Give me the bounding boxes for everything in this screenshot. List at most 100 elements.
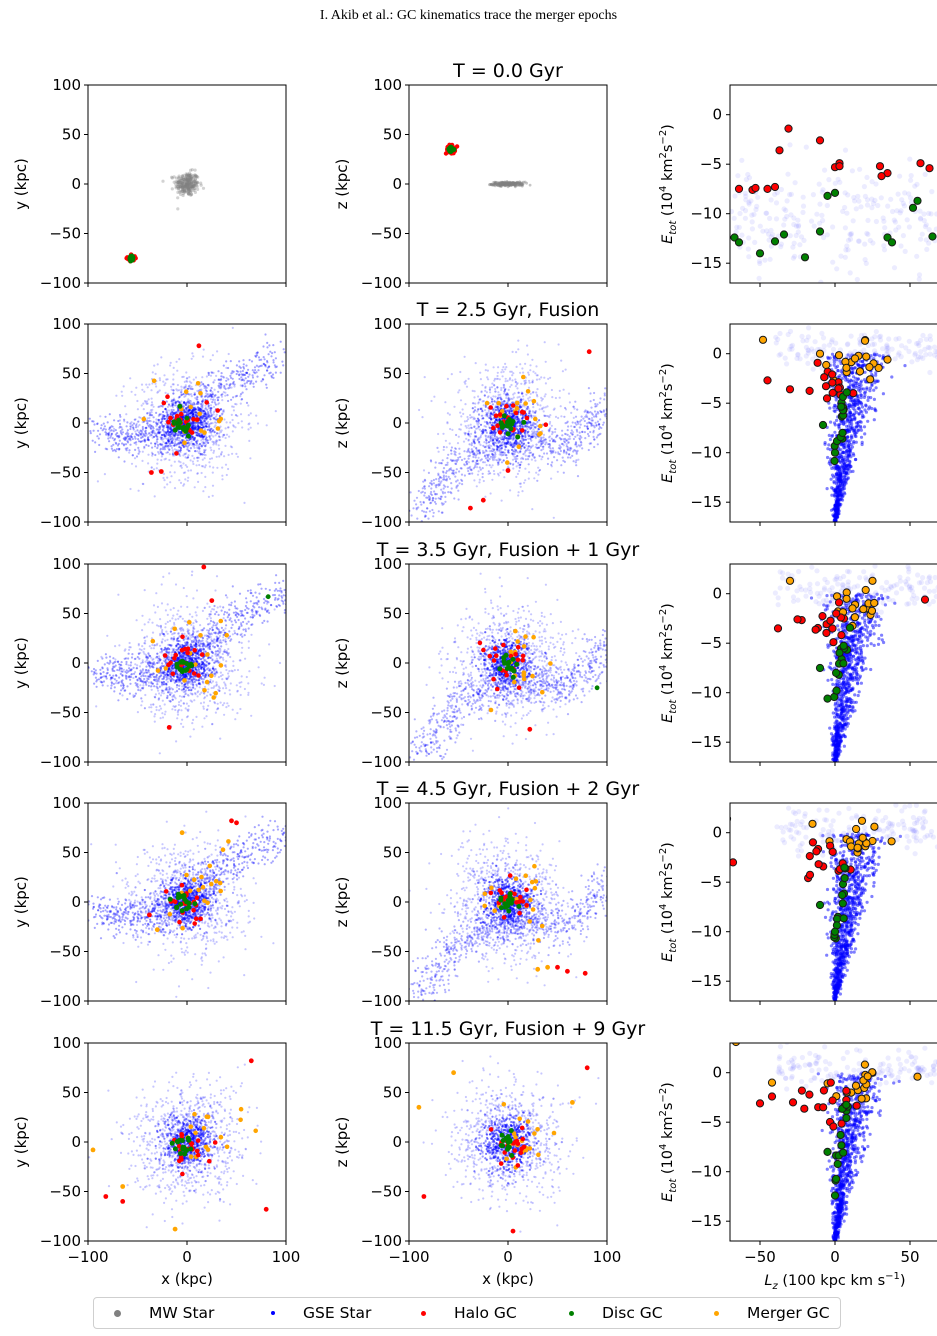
- mw-star-point: [180, 178, 184, 182]
- gse-star-point: [169, 438, 172, 441]
- gse-star-point: [103, 473, 106, 476]
- gse-star-point: [492, 439, 495, 442]
- gse-star-point: [199, 388, 202, 391]
- gse-star-point: [190, 426, 193, 429]
- gse-star-point: [117, 447, 121, 450]
- gse-star-point: [220, 408, 223, 411]
- mw-star-point: [509, 181, 512, 184]
- gse-star-point: [148, 419, 151, 422]
- gse-star-point: [156, 423, 159, 426]
- xz-scatter: [443, 142, 532, 189]
- gse-star-point: [575, 459, 578, 462]
- gse-star-point: [515, 427, 518, 430]
- mw-star-point: [512, 182, 516, 185]
- gse-star-point: [477, 413, 481, 416]
- gse-star-point: [241, 378, 244, 381]
- gse-star-point: [489, 436, 492, 439]
- gse-star-point: [488, 457, 491, 461]
- gse-star-point: [509, 377, 512, 380]
- mw-star-point: [507, 183, 511, 187]
- mw-star-point: [494, 180, 498, 184]
- disc-gc-point: [174, 420, 180, 426]
- gse-star-point: [163, 445, 166, 448]
- gse-star-point: [100, 424, 103, 427]
- gse-star-point: [457, 458, 460, 461]
- gse-star-point: [768, 243, 775, 249]
- mw-star-point: [174, 176, 179, 180]
- gse-star-point: [249, 457, 252, 460]
- gse-star-point: [421, 416, 424, 419]
- gse-star-point: [159, 450, 162, 453]
- gse-star-point: [144, 426, 147, 430]
- gse-star-point: [157, 420, 160, 423]
- gse-star-point: [179, 434, 182, 437]
- gse-star-point: [91, 420, 94, 423]
- gse-star-point: [173, 434, 176, 437]
- gse-star-point: [123, 438, 126, 441]
- gse-star-point: [213, 395, 216, 398]
- gse-star-point: [204, 428, 207, 431]
- gse-star-point: [171, 441, 174, 445]
- gse-star-point: [208, 425, 211, 428]
- gse-star-point: [135, 424, 138, 427]
- gse-star-point: [746, 199, 752, 205]
- mw-star-point: [516, 181, 519, 185]
- gse-star-point: [519, 439, 522, 443]
- gse-star-point: [152, 435, 155, 438]
- gse-star-point: [204, 475, 207, 478]
- gse-star-point: [484, 389, 487, 392]
- gse-star-point: [429, 502, 432, 505]
- mw-star-point: [518, 180, 521, 184]
- gse-star-point: [476, 459, 479, 462]
- gse-star-point: [196, 398, 199, 401]
- gse-star-point: [113, 419, 116, 422]
- mw-star-point: [508, 182, 512, 185]
- gse-star-point: [187, 401, 190, 404]
- mw-star-point: [500, 182, 504, 186]
- gse-star-point: [525, 393, 528, 396]
- gse-star-point: [515, 365, 518, 368]
- mw-star-point: [178, 190, 182, 194]
- gse-star-point: [507, 449, 510, 452]
- gse-star-point: [799, 308, 804, 313]
- mw-star-point: [195, 181, 199, 185]
- gse-star-point: [467, 438, 470, 441]
- gse-star-point: [442, 476, 445, 479]
- mw-star-point: [507, 183, 510, 187]
- gse-star-point: [795, 229, 801, 235]
- gse-star-point: [424, 479, 427, 482]
- gse-star-point: [212, 411, 215, 414]
- gse-star-point: [212, 396, 215, 399]
- gse-star-point: [524, 429, 527, 432]
- gse-star-point: [122, 444, 126, 447]
- mw-star-point: [495, 183, 499, 187]
- gse-star-point: [437, 477, 441, 480]
- gse-star-point: [197, 427, 200, 431]
- gse-star-point: [129, 377, 132, 380]
- gse-star-point: [220, 429, 223, 432]
- gse-star-point: [147, 438, 150, 441]
- gse-star-point: [168, 442, 171, 446]
- gse-star-point: [601, 423, 605, 426]
- gse-star-point: [450, 482, 453, 485]
- gse-star-point: [842, 147, 849, 153]
- gse-star-point: [439, 482, 442, 485]
- gse-star-point: [442, 478, 445, 481]
- gse-star-point: [184, 403, 188, 406]
- gse-star-point: [197, 408, 200, 411]
- gse-star-point: [749, 212, 755, 218]
- gse-star-point: [171, 437, 175, 440]
- gse-star-point: [441, 470, 445, 473]
- gse-star-point: [158, 431, 161, 434]
- gse-star-point: [108, 431, 111, 434]
- mw-star-point: [501, 181, 505, 184]
- gse-star-point: [160, 443, 164, 446]
- gse-star-point: [265, 369, 269, 372]
- mw-star-point: [191, 181, 195, 185]
- gse-star-point: [202, 409, 205, 413]
- gse-star-point: [146, 412, 149, 415]
- gse-star-point: [209, 429, 212, 432]
- mw-star-point: [502, 182, 506, 186]
- gse-star-point: [749, 226, 756, 232]
- gse-star-point: [611, 422, 613, 424]
